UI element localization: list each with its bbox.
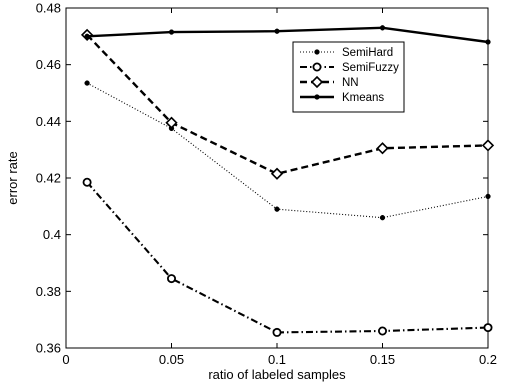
data-point	[270, 167, 284, 180]
x-tick-label: 0	[62, 352, 69, 367]
series-layer	[80, 25, 495, 337]
data-point	[312, 62, 322, 72]
data-point	[84, 80, 90, 86]
series-line	[86, 181, 489, 334]
data-point	[379, 25, 386, 31]
series-kmeans	[84, 25, 491, 45]
y-tick-label: 0.4	[43, 227, 61, 242]
data-point	[379, 215, 386, 221]
series-line	[87, 26, 489, 44]
x-axis-title: ratio of labeled samples	[208, 367, 346, 382]
data-point	[314, 49, 320, 55]
series-nn	[80, 28, 495, 180]
series-semihard	[84, 80, 491, 221]
legend-label: Kmeans	[342, 92, 384, 104]
data-point	[481, 139, 495, 152]
data-point	[314, 94, 320, 100]
axis-ticks: 0 0.05 0.1 0.15 0.2 0.36 0.38 0.4 0.42 0.44 0.46 0.…	[36, 1, 497, 368]
series-semifuzzy	[82, 177, 493, 337]
legend-item: SemiHard	[300, 47, 393, 59]
legend-item: Kmeans	[300, 92, 384, 104]
legend: SemiHard SemiFuzzy NN Kmeans	[292, 41, 405, 113]
data-point	[84, 33, 90, 39]
data-point	[485, 39, 491, 45]
x-tick-label: 0.15	[370, 352, 395, 367]
legend-label: SemiHard	[342, 47, 393, 59]
series-line	[86, 34, 489, 175]
y-tick-label: 0.42	[36, 171, 61, 186]
data-point	[376, 142, 389, 155]
y-tick-label: 0.38	[36, 284, 61, 299]
data-point	[274, 206, 280, 212]
x-tick-label: 0.2	[479, 352, 497, 367]
data-point	[82, 177, 92, 187]
data-point	[377, 326, 387, 336]
series-line	[86, 82, 489, 219]
data-point	[168, 29, 175, 35]
y-tick-label: 0.36	[36, 341, 61, 356]
data-point	[165, 116, 178, 129]
legend-label: NN	[342, 77, 359, 89]
y-axis-title: error rate	[5, 151, 20, 204]
data-point	[483, 323, 493, 333]
x-tick-label: 0.1	[268, 352, 286, 367]
legend-item: NN	[300, 75, 359, 89]
data-point	[272, 327, 282, 337]
data-point	[310, 75, 324, 89]
legend-label: SemiFuzzy	[342, 62, 399, 74]
data-point	[166, 274, 176, 284]
data-point	[274, 28, 280, 34]
legend-box	[292, 41, 405, 113]
y-tick-label: 0.48	[36, 1, 61, 16]
data-point	[485, 193, 491, 200]
x-tick-label: 0.05	[159, 352, 184, 367]
y-tick-label: 0.44	[36, 114, 61, 129]
legend-item: SemiFuzzy	[300, 62, 399, 74]
y-tick-label: 0.46	[36, 57, 61, 72]
